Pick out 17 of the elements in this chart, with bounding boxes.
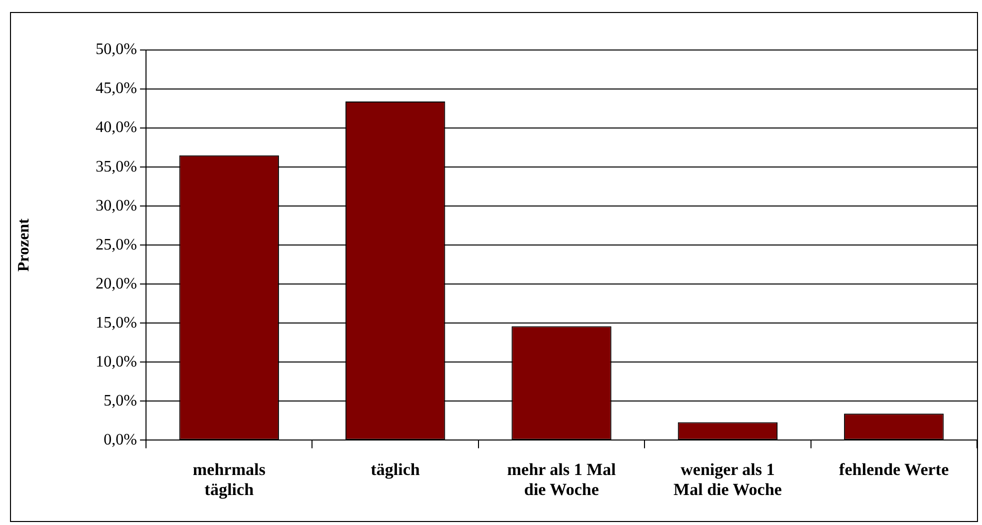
y-tick-label: 0,0% — [104, 431, 137, 448]
x-tick-label: fehlende Werte — [839, 460, 950, 479]
y-tick-label: 30,0% — [96, 197, 137, 214]
x-tick-label: täglich — [370, 460, 420, 479]
y-tick-label: 45,0% — [96, 80, 137, 98]
x-tick-label: mehr als 1 Mal die Woche — [507, 460, 616, 500]
x-tick-label: mehrmals täglich — [192, 460, 266, 500]
y-tick-label: 25,0% — [96, 236, 137, 254]
y-tick-label: 50,0% — [96, 41, 137, 58]
y-tick-label: 5,0% — [104, 392, 137, 410]
y-tick-label: 20,0% — [96, 275, 137, 292]
x-tick-label: weniger als 1 Mal die Woche — [674, 460, 782, 500]
y-tick-label: 35,0% — [96, 158, 137, 176]
y-tick-label: 40,0% — [96, 119, 137, 136]
y-tick-label: 15,0% — [96, 314, 137, 332]
y-tick-label: 10,0% — [96, 353, 137, 370]
y-axis-title: Prozent — [16, 218, 33, 272]
